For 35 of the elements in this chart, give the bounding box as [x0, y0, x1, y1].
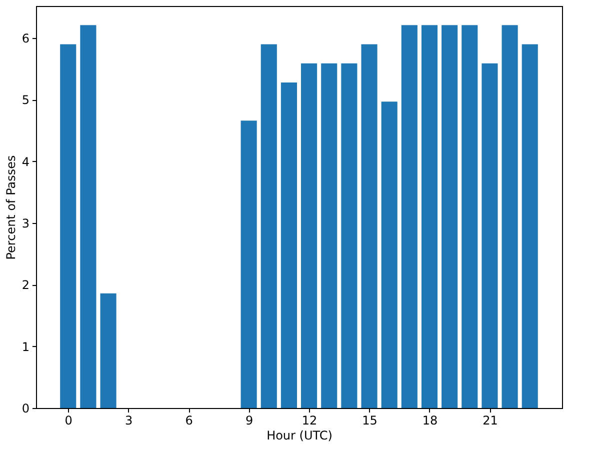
bar: [442, 25, 458, 408]
bar: [341, 63, 358, 408]
y-tick-label: 4: [22, 154, 30, 169]
x-tick-label: 3: [125, 414, 133, 428]
x-tick-label: 21: [482, 414, 498, 428]
bar: [80, 25, 96, 408]
bar: [260, 44, 277, 408]
bar: [421, 25, 438, 408]
bar: [280, 82, 297, 408]
y-tick-label: 5: [22, 93, 30, 108]
y-axis-title: Percent of Passes: [4, 155, 18, 260]
x-tick-label: 6: [185, 414, 193, 428]
bar: [401, 25, 418, 408]
y-tick-label: 2: [22, 278, 30, 292]
bar: [482, 63, 498, 408]
x-tick-label: 12: [302, 414, 318, 428]
bar: [321, 63, 338, 408]
y-tick-label: 1: [22, 340, 30, 354]
bar: [100, 293, 116, 408]
bar: [240, 120, 257, 408]
y-tick-label: 0: [22, 402, 30, 416]
y-tick-label: 3: [22, 216, 30, 231]
y-tick-label: 6: [22, 32, 30, 46]
bar: [502, 25, 518, 408]
bar: [522, 44, 538, 408]
x-tick-label: 15: [362, 414, 378, 428]
bar: [301, 63, 318, 408]
x-tick-label: 9: [245, 414, 254, 428]
x-tick-label: 0: [64, 414, 72, 428]
bar: [462, 25, 478, 408]
x-tick-label: 18: [422, 414, 438, 428]
bar: [381, 102, 398, 408]
bar: [60, 44, 76, 408]
x-axis-title: Hour (UTC): [266, 428, 332, 442]
bar: [361, 44, 378, 408]
